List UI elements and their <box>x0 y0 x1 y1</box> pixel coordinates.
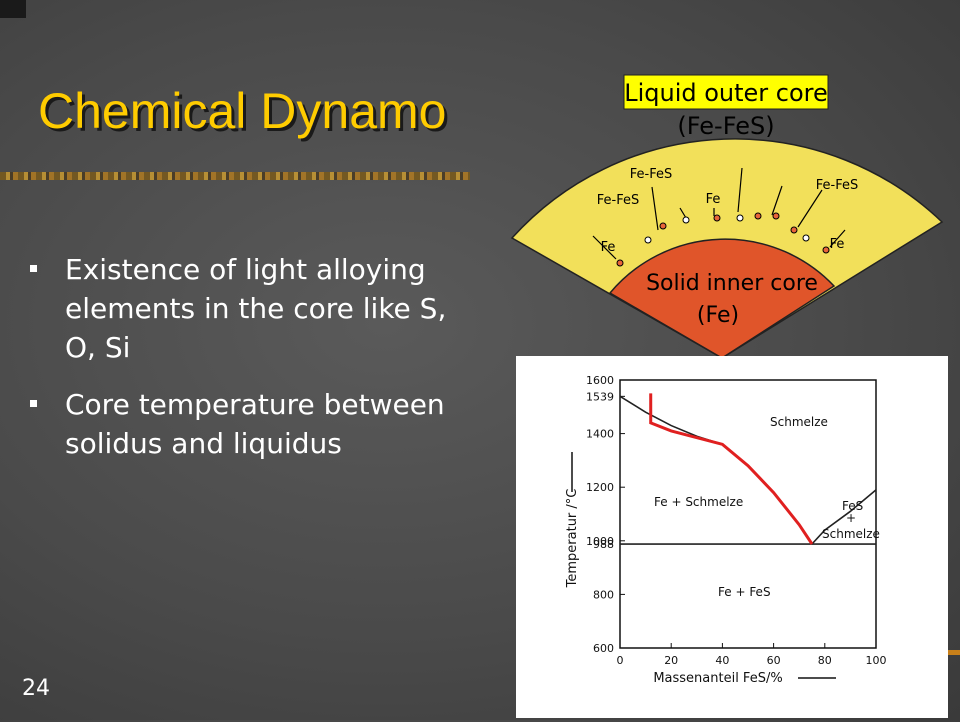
phase-diagram: 1600 1539 1400 1200 1000 988 800 600 0 20 40 60 80 1… <box>516 356 948 718</box>
x-tick-label: 0 <box>617 654 624 667</box>
bullet-square-icon <box>30 265 37 272</box>
flux-label: Fe-FeS <box>597 193 639 208</box>
inner-core-sublabel: (Fe) <box>697 303 739 328</box>
outer-core-label: Liquid outer core <box>624 79 828 107</box>
region-fe-melt: Fe + Schmelze <box>654 495 743 509</box>
y-axis-label: Temperatur /°C <box>565 489 580 589</box>
region-fes-melt: FeS <box>842 499 863 513</box>
corner-mark <box>0 0 26 18</box>
x-tick-label: 80 <box>818 654 832 667</box>
x-tick-label: 100 <box>866 654 887 667</box>
y-tick-label: 800 <box>593 588 614 601</box>
bullet-text: Core temperature between solidus and liq… <box>65 388 445 460</box>
accent-bar <box>940 650 960 655</box>
x-tick-label: 40 <box>715 654 729 667</box>
y-tick-label: 1000 <box>586 535 614 548</box>
inner-core-label: Solid inner core <box>646 271 818 296</box>
y-tick-label: 988 <box>593 538 614 551</box>
flux-label: Fe <box>706 192 721 207</box>
y-tick-label: 1600 <box>586 374 614 387</box>
flux-label: Fe-FeS <box>630 167 672 182</box>
flux-label: Fe <box>830 237 845 252</box>
x-tick-labels: 0 20 40 60 80 100 <box>617 643 887 667</box>
x-axis-label: Massenanteil FeS/% <box>653 671 782 686</box>
bullet-square-icon <box>30 400 37 407</box>
region-fe-fes: Fe + FeS <box>718 585 771 599</box>
inner-core-sector <box>608 238 836 359</box>
region-fes-melt: Schmelze <box>822 527 880 541</box>
title-underline <box>0 172 470 180</box>
region-melt: Schmelze <box>770 415 828 429</box>
outer-label-box <box>623 74 829 110</box>
y-tick-label: 600 <box>593 642 614 655</box>
slide-title: Chemical Dynamo <box>38 83 447 139</box>
slide-number: 24 <box>22 676 50 701</box>
alloy-particles <box>616 212 830 267</box>
bullet-item: Existence of light alloying elements in … <box>30 250 470 367</box>
plot-frame <box>619 379 877 649</box>
flux-arrows <box>592 167 846 260</box>
outer-core-sublabel: (Fe-FeS) <box>677 112 774 140</box>
x-tick-label: 20 <box>664 654 678 667</box>
phase-lines <box>619 393 877 545</box>
y-tick-label: 1400 <box>586 428 614 441</box>
y-tick-label: 1200 <box>586 481 614 494</box>
flux-label: Fe <box>601 240 616 255</box>
bullet-item: Core temperature between solidus and liq… <box>30 385 470 463</box>
y-tick-label: 1539 <box>586 390 614 403</box>
flux-label: Fe-FeS <box>816 178 858 193</box>
highlight-line <box>649 393 814 545</box>
x-tick-label: 60 <box>767 654 781 667</box>
liquidus-fes-line <box>811 489 877 545</box>
region-fes-melt: + <box>846 511 856 525</box>
bullet-text: Existence of light alloying elements in … <box>65 253 447 364</box>
core-diagram: Liquid outer core (Fe-FeS) Solid inner c… <box>510 74 944 359</box>
bullet-list: Existence of light alloying elements in … <box>30 250 470 481</box>
